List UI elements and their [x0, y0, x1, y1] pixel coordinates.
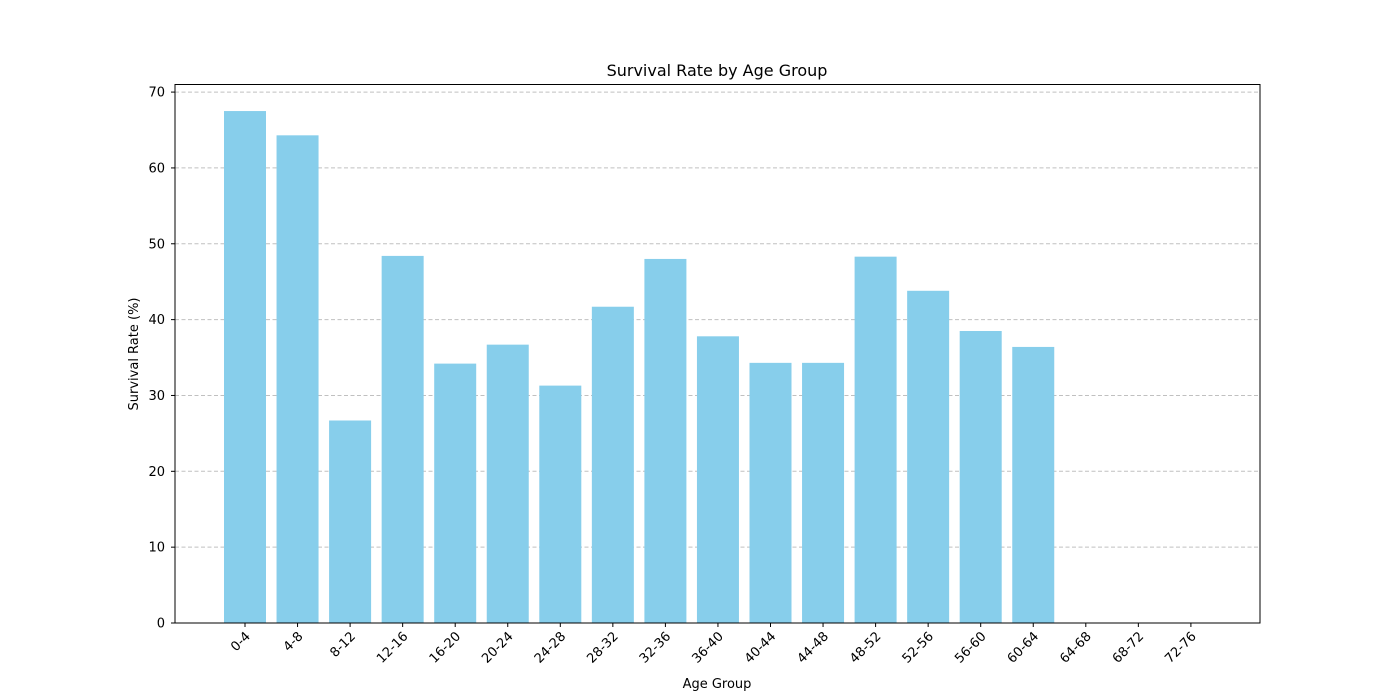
y-tick-label: 20: [148, 465, 165, 480]
bar-24-28: [539, 385, 582, 623]
x-tick-label: 32-36: [637, 629, 674, 666]
bar-16-20: [434, 363, 477, 623]
x-tick-label: 8-12: [327, 629, 358, 660]
chart-title: Survival Rate by Age Group: [607, 61, 828, 80]
y-tick-label: 50: [148, 237, 165, 252]
y-tick-label: 0: [157, 617, 165, 632]
x-axis-label: Age Group: [683, 677, 752, 692]
bar-28-32: [591, 306, 634, 623]
y-tick-label: 70: [148, 86, 165, 101]
x-tick-label: 60-64: [1005, 629, 1042, 666]
x-tick-label: 36-40: [689, 629, 726, 666]
x-tick-label: 44-48: [795, 629, 832, 666]
x-tick-label: 4-8: [281, 629, 307, 655]
x-tick-label: 52-56: [900, 629, 937, 666]
x-tick-label: 48-52: [847, 629, 884, 666]
y-tick-label: 10: [148, 541, 165, 556]
x-tick-label: 68-72: [1110, 629, 1147, 666]
bar-60-64: [1012, 346, 1055, 623]
bar-32-36: [644, 258, 687, 623]
x-tick-label: 0-4: [228, 629, 254, 655]
x-tick-label: 72-76: [1162, 629, 1199, 666]
y-axis-ticks: 0 10 20 30 40 50 60 70: [148, 86, 175, 632]
y-axis-label: Survival Rate (%): [127, 298, 142, 411]
y-tick-label: 60: [148, 161, 165, 176]
x-tick-label: 56-60: [952, 629, 989, 666]
x-tick-label: 28-32: [584, 629, 621, 666]
x-axis-ticks: 0-4 4-8 8-12 12-16 16-20 20-24 24-28 28-32 32-36…: [228, 623, 1200, 667]
x-tick-label: 16-20: [427, 629, 464, 666]
bar-0-4: [224, 111, 266, 623]
y-tick-label: 30: [148, 389, 165, 404]
bars: [224, 111, 1055, 624]
bar-8-12: [329, 420, 372, 623]
bar-4-8: [276, 135, 319, 623]
bar-44-48: [802, 362, 845, 623]
bar-52-56: [907, 290, 950, 623]
bar-48-52: [854, 256, 897, 623]
bar-56-60: [959, 330, 1002, 623]
bar-40-44: [749, 362, 792, 623]
bar-12-16: [381, 255, 424, 624]
x-tick-label: 40-44: [742, 629, 779, 666]
x-tick-label: 12-16: [374, 629, 411, 666]
y-tick-label: 40: [148, 313, 165, 328]
bar-20-24: [486, 344, 529, 623]
x-tick-label: 20-24: [479, 629, 516, 666]
x-tick-label: 64-68: [1057, 629, 1094, 666]
bar-36-40: [696, 336, 739, 623]
x-tick-label: 24-28: [532, 629, 569, 666]
